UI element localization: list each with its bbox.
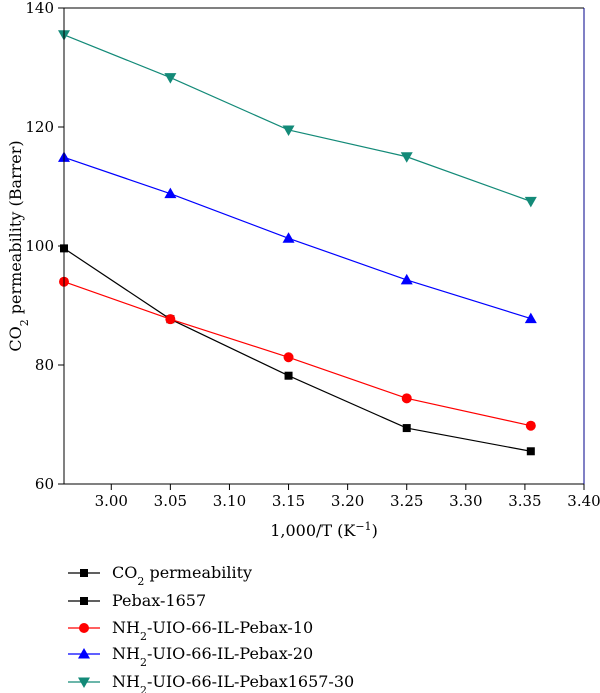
data-point (400, 152, 413, 163)
legend-marker (80, 597, 88, 605)
y-tick-label: 120 (25, 118, 54, 136)
x-tick-label: 3.25 (390, 492, 423, 510)
legend-marker (79, 623, 89, 633)
y-axis-title: CO2 permeability (Barrer) (6, 140, 31, 351)
y-tick-label: 140 (25, 0, 54, 17)
legend-item-pebax-10: NH2-UIO-66-IL-Pebax-10 (68, 618, 313, 643)
data-point (282, 232, 295, 243)
x-tick-label: 3.40 (567, 492, 600, 510)
data-point (164, 187, 177, 199)
legend-label: NH2-UIO-66-IL-Pebax-20 (112, 644, 313, 669)
legend-marker (80, 569, 88, 577)
legend-item-pebax-20: NH2-UIO-66-IL-Pebax-20 (68, 644, 313, 669)
data-point (525, 420, 536, 431)
x-tick-label: 3.20 (331, 492, 364, 510)
data-point (282, 125, 295, 136)
legend-label: Pebax-1657 (112, 591, 206, 610)
data-point (526, 447, 535, 456)
series-line (63, 34, 532, 202)
x-tick-label: 3.05 (154, 492, 187, 510)
series-line (63, 247, 531, 452)
series-2 (59, 276, 536, 431)
data-point (400, 273, 413, 285)
legend: CO2 permeability Pebax-1657 NH2-UIO-66-IL-… (68, 563, 354, 693)
data-point (524, 312, 537, 324)
legend-label: CO2 permeability (112, 563, 252, 588)
data-point (524, 196, 537, 208)
legend-label: NH2-UIO-66-IL-Pebax-10 (112, 618, 313, 643)
y-tick-label: 60 (35, 475, 54, 493)
x-tick-label: 3.35 (508, 492, 541, 510)
x-tick-label: 3.30 (449, 492, 482, 510)
data-point (402, 424, 411, 433)
legend-item-pebax-1657: Pebax-1657 (68, 591, 206, 610)
data-point (401, 393, 412, 404)
data-point (283, 352, 294, 363)
x-tick-label: 3.00 (95, 492, 128, 510)
legend-item-co2-permeability: CO2 permeability (68, 563, 252, 588)
series-line (63, 281, 531, 427)
legend-marker (78, 648, 90, 659)
data-point (164, 73, 177, 84)
plot-area (58, 30, 537, 456)
legend-item-pebax1657-30: NH2-UIO-66-IL-Pebax1657-30 (68, 672, 354, 693)
x-tick-label: 3.10 (213, 492, 246, 510)
y-tick-label: 100 (25, 237, 54, 255)
series-1 (60, 244, 535, 456)
data-point (165, 314, 176, 325)
series-4 (58, 30, 537, 208)
x-tick-label: 3.15 (272, 492, 305, 510)
legend-label: NH2-UIO-66-IL-Pebax1657-30 (112, 672, 354, 693)
y-tick-label: 80 (35, 356, 54, 374)
legend-marker (78, 677, 90, 688)
axes: 3.00 3.05 3.10 3.15 3.20 3.25 3.30 3.35 3.40 60 80… (6, 0, 600, 540)
x-axis-title: 1,000/T (K−1) (270, 520, 378, 541)
series-3 (58, 151, 537, 324)
data-point (284, 371, 293, 380)
